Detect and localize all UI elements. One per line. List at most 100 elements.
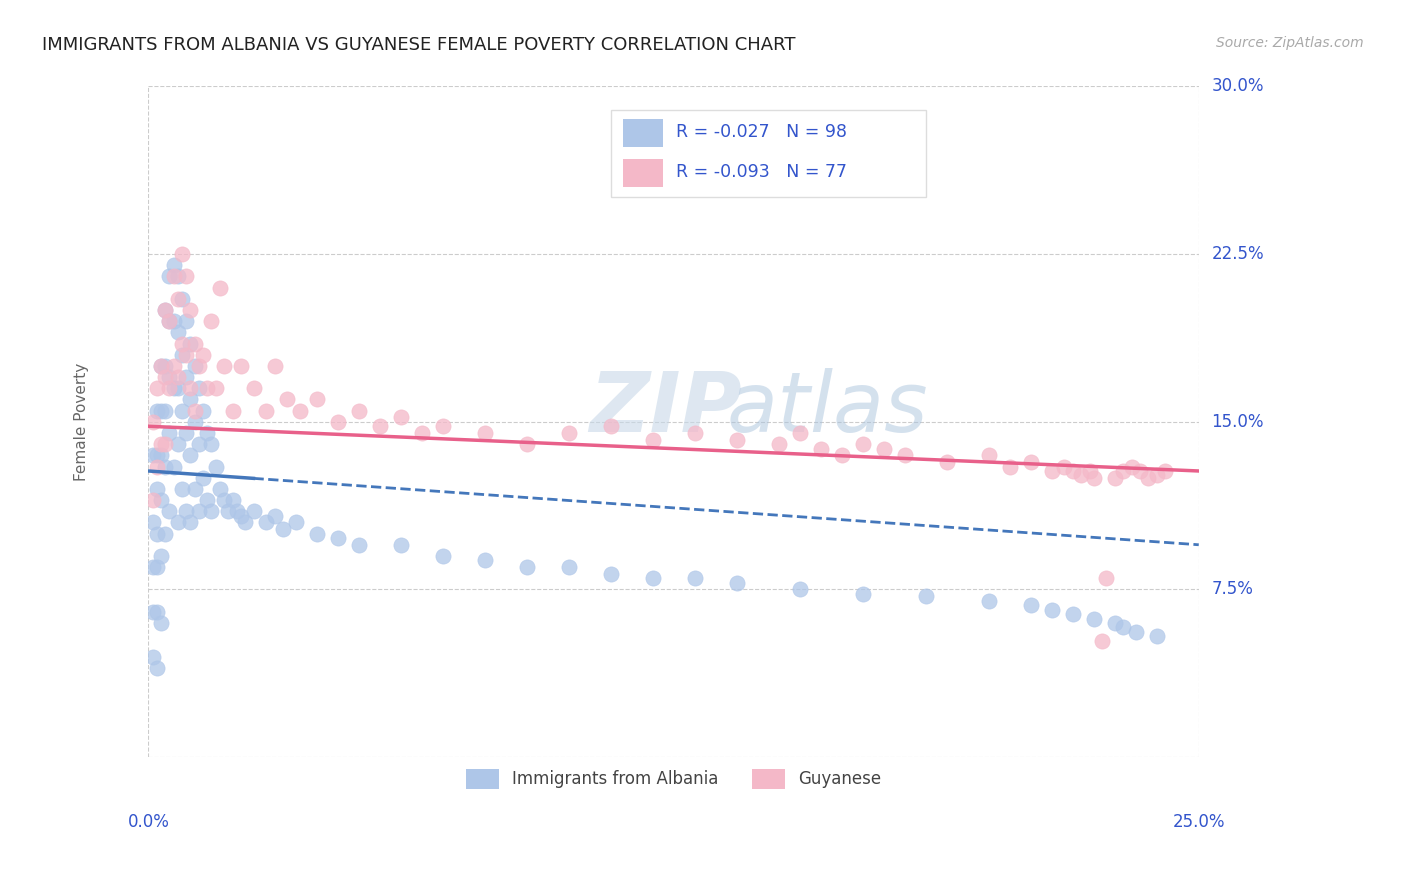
Point: [167, 437, 190, 451]
Point: [1125, 624, 1147, 639]
Point: [411, 425, 433, 440]
Point: [191, 348, 214, 362]
Point: [167, 326, 190, 340]
Point: [1104, 615, 1126, 630]
Point: [159, 425, 181, 440]
Point: [155, 403, 177, 417]
Point: [174, 425, 197, 440]
Point: [326, 531, 349, 545]
Point: [172, 247, 194, 261]
Point: [179, 303, 201, 318]
Point: [208, 280, 231, 294]
Point: [204, 459, 226, 474]
Point: [1146, 629, 1168, 643]
Point: [229, 359, 252, 373]
Point: [977, 593, 1000, 607]
Point: [183, 482, 205, 496]
Point: [146, 482, 169, 496]
Point: [142, 493, 165, 508]
Point: [810, 442, 832, 456]
Point: [977, 448, 1000, 462]
Point: [142, 415, 165, 429]
Point: [1095, 571, 1118, 585]
Point: [284, 516, 307, 530]
Point: [155, 303, 177, 318]
Point: [183, 359, 205, 373]
Point: [1091, 634, 1114, 648]
Point: [683, 425, 706, 440]
Point: [179, 516, 201, 530]
Point: [599, 566, 621, 581]
Point: [142, 605, 165, 619]
Point: [288, 403, 311, 417]
Point: [159, 381, 181, 395]
Point: [789, 582, 811, 597]
Point: [159, 370, 181, 384]
FancyBboxPatch shape: [623, 119, 664, 147]
Point: [200, 314, 222, 328]
Point: [204, 381, 226, 395]
Point: [146, 661, 169, 675]
Point: [1019, 455, 1042, 469]
Point: [1070, 468, 1092, 483]
Point: [183, 403, 205, 417]
Point: [174, 504, 197, 518]
Point: [254, 403, 277, 417]
Point: [159, 504, 181, 518]
Point: [1053, 459, 1076, 474]
Point: [187, 381, 209, 395]
Point: [1129, 464, 1152, 478]
Point: [831, 448, 853, 462]
Point: [172, 336, 194, 351]
Point: [163, 359, 186, 373]
Point: [516, 560, 538, 574]
Point: [1146, 468, 1168, 483]
Point: [212, 359, 235, 373]
Point: [142, 516, 165, 530]
Point: [1040, 464, 1063, 478]
Point: [174, 269, 197, 284]
Point: [263, 508, 285, 523]
Point: [200, 437, 222, 451]
Point: [432, 549, 454, 563]
Point: [1112, 620, 1135, 634]
Text: 7.5%: 7.5%: [1212, 581, 1253, 599]
Point: [146, 448, 169, 462]
Point: [191, 403, 214, 417]
Point: [557, 425, 579, 440]
Point: [146, 605, 169, 619]
Point: [155, 303, 177, 318]
Point: [221, 403, 243, 417]
Point: [368, 419, 391, 434]
Point: [389, 538, 412, 552]
Point: [150, 615, 173, 630]
Text: ZIP: ZIP: [589, 368, 742, 449]
Point: [1104, 471, 1126, 485]
Point: [163, 459, 186, 474]
Point: [187, 437, 209, 451]
Point: [276, 392, 298, 407]
Point: [725, 575, 748, 590]
Point: [174, 314, 197, 328]
Point: [163, 269, 186, 284]
Point: [159, 314, 181, 328]
Text: Source: ZipAtlas.com: Source: ZipAtlas.com: [1216, 36, 1364, 50]
Point: [191, 471, 214, 485]
Point: [155, 459, 177, 474]
Point: [873, 442, 896, 456]
Point: [179, 448, 201, 462]
Point: [208, 482, 231, 496]
Point: [142, 560, 165, 574]
Point: [474, 425, 496, 440]
Point: [347, 403, 370, 417]
Text: R = -0.093   N = 77: R = -0.093 N = 77: [676, 163, 846, 181]
Point: [935, 455, 957, 469]
Point: [1137, 471, 1160, 485]
Point: [150, 437, 173, 451]
Point: [200, 504, 222, 518]
Point: [998, 459, 1021, 474]
Point: [1112, 464, 1135, 478]
Point: [146, 381, 169, 395]
Point: [271, 522, 294, 536]
Point: [172, 292, 194, 306]
